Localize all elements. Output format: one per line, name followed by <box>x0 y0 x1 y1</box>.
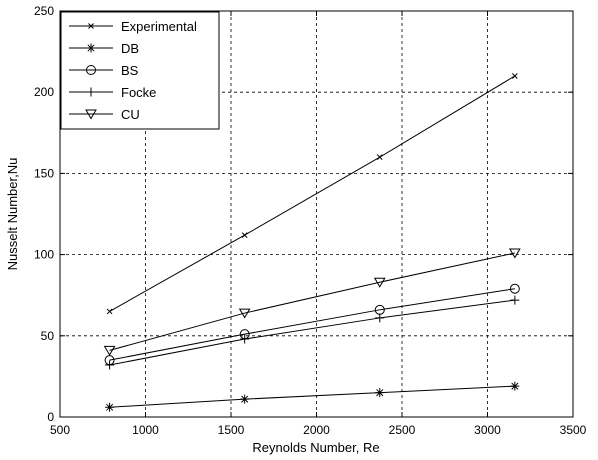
y-tick-label: 150 <box>34 166 54 180</box>
legend-entry-experimental: Experimental <box>69 19 197 34</box>
point-focke <box>510 295 520 305</box>
x-tick-label: 3000 <box>474 423 501 437</box>
legend-label: DB <box>121 41 139 56</box>
y-tick-label: 200 <box>34 85 54 99</box>
point-focke <box>240 334 250 344</box>
legend-marker-cu <box>85 109 97 120</box>
legend-entry-focke: Focke <box>69 85 156 100</box>
point-experimental <box>106 308 113 315</box>
y-axis-label: Nusselt Number,Nu <box>5 158 20 271</box>
legend-marker-experimental <box>88 23 94 29</box>
legend: Experimental DB BS Focke CU <box>60 11 220 130</box>
legend-marker-db <box>86 43 96 53</box>
point-db <box>510 381 520 391</box>
point-cu <box>373 277 386 288</box>
x-tick-label: 2000 <box>303 423 330 437</box>
point-experimental <box>376 154 383 161</box>
point-cu <box>238 308 251 319</box>
x-tick-label: 1000 <box>132 423 159 437</box>
series-line-focke <box>109 299 515 366</box>
x-tick-label: 2500 <box>389 423 416 437</box>
legend-entry-cu: CU <box>69 107 140 122</box>
y-tick-label: 0 <box>47 410 54 424</box>
series-line-experimental <box>109 75 516 312</box>
point-db <box>105 402 115 412</box>
x-axis-label: Reynolds Number, Re <box>252 440 379 455</box>
point-focke <box>375 313 385 323</box>
series-line-bs <box>109 288 515 361</box>
legend-label: Experimental <box>121 19 197 34</box>
x-tick-label: 1500 <box>218 423 245 437</box>
series-layer <box>103 73 521 412</box>
point-bs <box>509 283 520 294</box>
x-tick-label: 3500 <box>560 423 587 437</box>
y-tick-label: 250 <box>34 4 54 18</box>
point-db <box>375 388 385 398</box>
legend-entry-bs: BS <box>69 63 139 78</box>
x-tick-label: 500 <box>50 423 70 437</box>
legend-entry-db: DB <box>69 41 139 56</box>
point-focke <box>105 360 115 370</box>
y-tick-label: 50 <box>41 329 55 343</box>
tick-layer: 500 1000 1500 2000 2500 3000 3500 0 50 100 150 200 2… <box>34 4 587 437</box>
series-line-db <box>109 385 515 408</box>
series-line-cu <box>109 252 515 351</box>
point-experimental <box>512 73 518 79</box>
legend-label: Focke <box>121 85 156 100</box>
legend-label: CU <box>121 107 140 122</box>
legend-marker-focke <box>86 87 96 97</box>
point-db <box>240 394 250 404</box>
point-cu <box>103 345 116 356</box>
legend-label: BS <box>121 63 139 78</box>
y-tick-label: 100 <box>34 248 54 262</box>
legend-marker-bs <box>86 65 96 75</box>
point-cu <box>508 248 521 259</box>
point-experimental <box>241 232 248 238</box>
